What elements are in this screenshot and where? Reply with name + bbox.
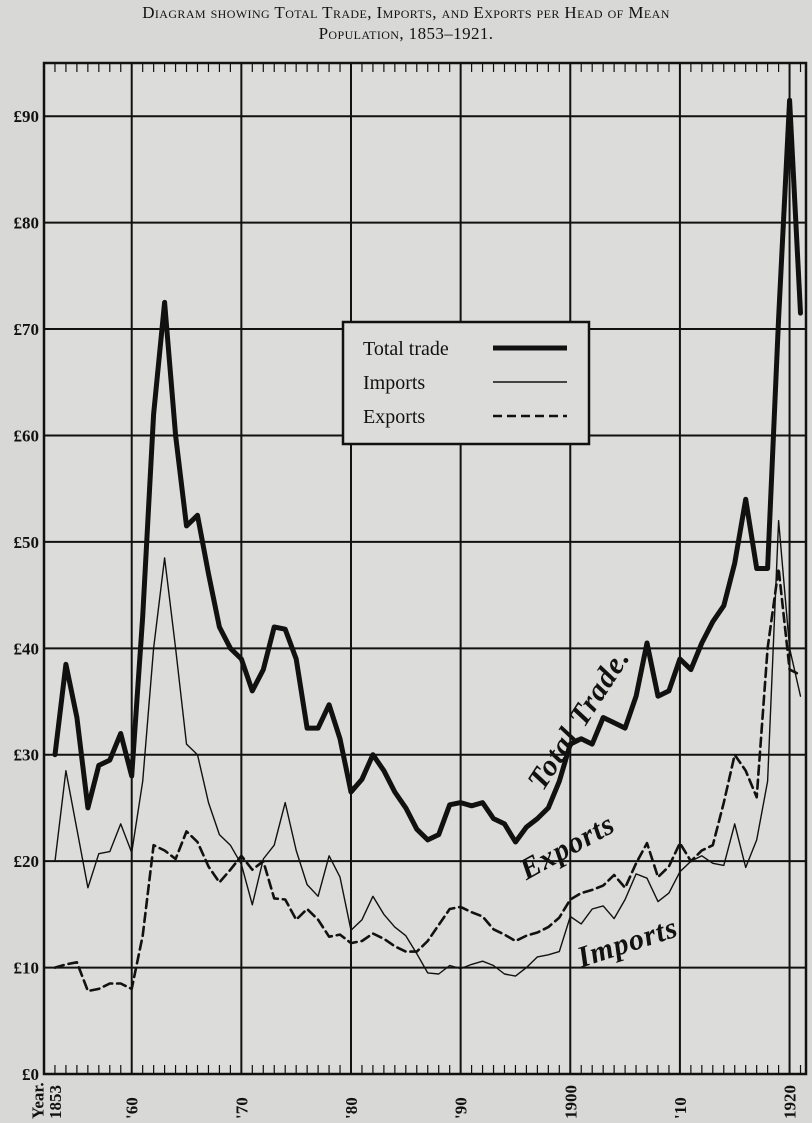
axes: £0 £10 £20 £30 £40 £50 £60 £70 £80 £90 1853 '60 '70 '… (14, 61, 808, 1119)
y-tick-label: £0 (22, 1065, 39, 1084)
x-tick-label: 1920 (781, 1085, 800, 1119)
x-tick-label: '60 (123, 1097, 142, 1119)
series-line-total-trade (52, 97, 803, 845)
title-line-1: Diagram showing Total Trade, Imports, an… (142, 3, 670, 22)
x-tick-label: 1853 (46, 1085, 65, 1119)
y-tick-label: £10 (14, 959, 40, 978)
y-tick-label: £70 (14, 320, 40, 339)
x-tick-label: '80 (342, 1097, 361, 1119)
legend-label: Imports (363, 372, 425, 394)
grid (44, 63, 806, 1074)
x-tick-label: '10 (671, 1097, 690, 1119)
x-tick-label: 1900 (561, 1085, 580, 1119)
title-line-2: Population, 1853–1921. (318, 24, 494, 43)
series-line-imports (54, 519, 802, 977)
x-tick-label: '70 (232, 1097, 251, 1119)
y-tick-label: £80 (14, 214, 40, 233)
legend: Total trade Imports Exports (341, 320, 591, 446)
y-tick-label: £60 (14, 426, 40, 445)
x-tick-label: '90 (452, 1097, 471, 1119)
legend-label: Total trade (363, 338, 449, 360)
chart-title: Diagram showing Total Trade, Imports, an… (0, 2, 812, 44)
y-tick-label: £90 (14, 107, 40, 126)
y-tick-label: £20 (14, 852, 40, 871)
y-tick-label: £30 (14, 746, 40, 765)
plot-background (44, 63, 806, 1074)
y-tick-label: £50 (14, 533, 40, 552)
series-lines (52, 97, 803, 993)
plot-frame (42, 61, 808, 1076)
legend-label: Exports (363, 406, 425, 428)
x-axis-caption: Year. (28, 1082, 47, 1119)
legend-box (341, 320, 591, 446)
series-line-exports (53, 567, 802, 993)
y-tick-label: £40 (14, 639, 40, 658)
